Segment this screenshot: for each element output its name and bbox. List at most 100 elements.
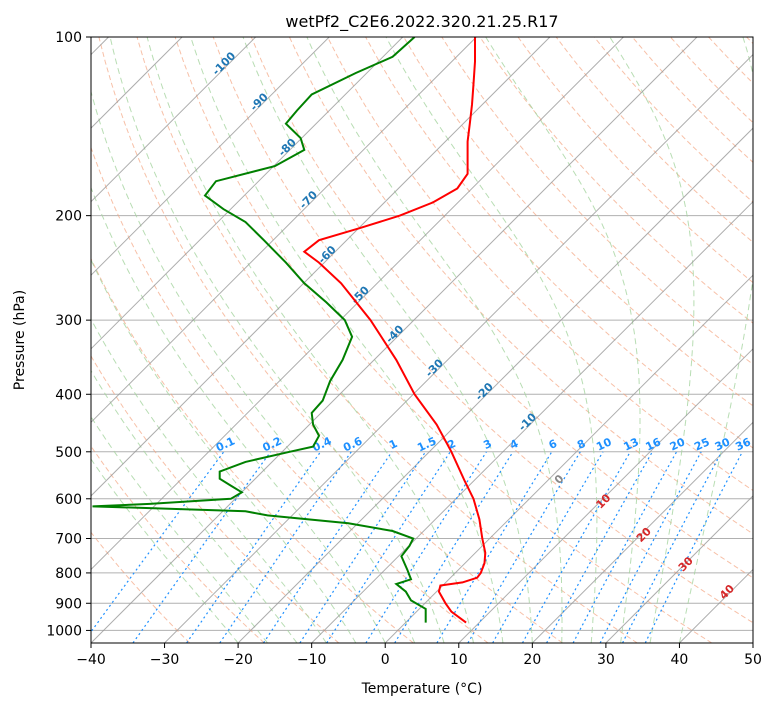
dry-adiabat-line (708, 37, 753, 84)
mixing-ratio-line (299, 451, 426, 643)
dry-adiabat-line (98, 37, 563, 643)
dry-adiabat-label: 0 (552, 472, 567, 487)
isotherm-line (679, 568, 753, 643)
x-tick-label: 40 (671, 652, 689, 668)
dry-adiabat-line (746, 37, 753, 45)
y-tick-label: 700 (55, 532, 82, 548)
sounding-series (92, 37, 487, 624)
mixing-ratio-line (91, 451, 225, 633)
x-tick-label: 30 (597, 652, 615, 668)
dry-adiabat-line (365, 37, 753, 449)
x-tick-label: 20 (523, 652, 541, 668)
moist-adiabat-line (678, 37, 753, 643)
mixing-ratio-line (572, 451, 678, 643)
mixing-ratio-label: 20 (668, 435, 688, 453)
mixing-ratio-line (326, 451, 451, 643)
dry-adiabat-line (403, 37, 753, 407)
y-tick-label: 500 (55, 445, 82, 461)
mixing-ratio-line (599, 451, 702, 643)
dry-adiabat-line (670, 37, 753, 124)
mixing-ratio-label: 13 (622, 435, 641, 453)
moist-adiabat-line (609, 37, 695, 643)
mixing-ratio-label: 3 (481, 437, 493, 452)
isotherm-line (91, 37, 624, 571)
y-tick-label: 300 (55, 313, 82, 329)
mixing-ratio-line (521, 451, 631, 643)
dry-adiabat-line (327, 37, 753, 492)
isotherm-label: -90 (248, 90, 271, 113)
y-tick-label: 600 (55, 492, 82, 508)
mixing-ratio-line (186, 451, 321, 643)
background-lines (91, 37, 753, 643)
mixing-ratio-line (467, 451, 581, 643)
dry-adiabat-line (250, 37, 753, 579)
dry-adiabat-label: 30 (676, 554, 696, 574)
dry-adiabat-line (91, 355, 340, 643)
isotherm-label: -100 (210, 49, 239, 78)
moist-adiabat-line (91, 318, 327, 643)
mixing-ratio-label: 4 (508, 437, 521, 452)
isotherm-label: -50 (349, 283, 372, 306)
dewpoint-profile-line (92, 37, 427, 623)
mixing-ratio-label: 30 (713, 435, 733, 453)
plot-frame (90, 36, 754, 644)
isotherm-label: -30 (423, 356, 446, 379)
y-tick-label: 900 (55, 596, 82, 612)
dry-adiabat-line (631, 37, 753, 163)
y-tick-label: 100 (55, 30, 82, 46)
moist-adiabat-line (91, 415, 268, 643)
isotherm-label: -20 (473, 380, 496, 403)
dry-adiabat-line (91, 257, 414, 643)
y-tick-label: 200 (55, 209, 82, 225)
dry-adiabat-line (593, 37, 753, 203)
mixing-ratio-label: 1 (387, 437, 399, 452)
isotherm-line (311, 200, 753, 643)
moist-adiabat-line (91, 258, 357, 643)
isotherm-line (91, 37, 698, 643)
mixing-ratio-line (644, 451, 743, 643)
isotherm-line (384, 274, 753, 643)
x-tick-label: 10 (450, 652, 468, 668)
isotherm-line (91, 37, 404, 350)
y-axis-ticks: 100 200 300 400 500 600 700 800 900 1000 (46, 30, 91, 639)
mixing-ratio-label: 25 (692, 435, 711, 453)
isotherm-line (91, 37, 551, 497)
moist-adiabat-line (91, 458, 239, 643)
isotherm-label: -70 (297, 188, 320, 211)
mixing-ratio-label: 10 (594, 435, 614, 453)
moist-adiabat-line (485, 37, 641, 643)
x-tick-label: −40 (76, 652, 106, 668)
x-tick-label: −10 (297, 652, 327, 668)
dry-adiabat-line (212, 37, 753, 624)
dry-adiabat-label: 40 (717, 582, 737, 602)
moist-adiabat-line (109, 37, 445, 643)
temperature-profile-line (302, 37, 487, 624)
isotherm-line (531, 421, 753, 643)
dry-adiabat-line (174, 37, 713, 643)
y-axis-label: Pressure (hPa) (12, 290, 28, 390)
dry-adiabat-line (91, 445, 265, 643)
isotherm-line (605, 495, 753, 643)
chart-title: wetPf2_C2E6.2022.320.21.25.R17 (285, 12, 558, 32)
moist-adiabat-line (91, 186, 386, 643)
mixing-ratio-label: 8 (575, 437, 587, 452)
dry-adiabat-line (91, 531, 191, 643)
mixing-ratio-label: 6 (547, 437, 560, 452)
isotherm-line (91, 37, 330, 276)
moist-adiabat-line (306, 37, 563, 643)
y-tick-label: 400 (55, 387, 82, 403)
x-tick-label: 50 (744, 652, 762, 668)
isotherm-line (237, 127, 753, 643)
x-tick-label: −30 (150, 652, 180, 668)
isotherm-line (91, 37, 257, 203)
moist-adiabat-line (242, 37, 533, 643)
mixing-ratio-line (132, 451, 272, 643)
dry-adiabat-line (479, 37, 753, 324)
dry-adiabat-line (441, 37, 753, 365)
x-axis-label: Temperature (°C) (361, 681, 483, 697)
x-tick-label: 0 (381, 652, 390, 668)
moist-adiabat-line (146, 37, 474, 643)
mixing-ratio-line (622, 451, 723, 643)
isotherm-line (752, 642, 753, 643)
